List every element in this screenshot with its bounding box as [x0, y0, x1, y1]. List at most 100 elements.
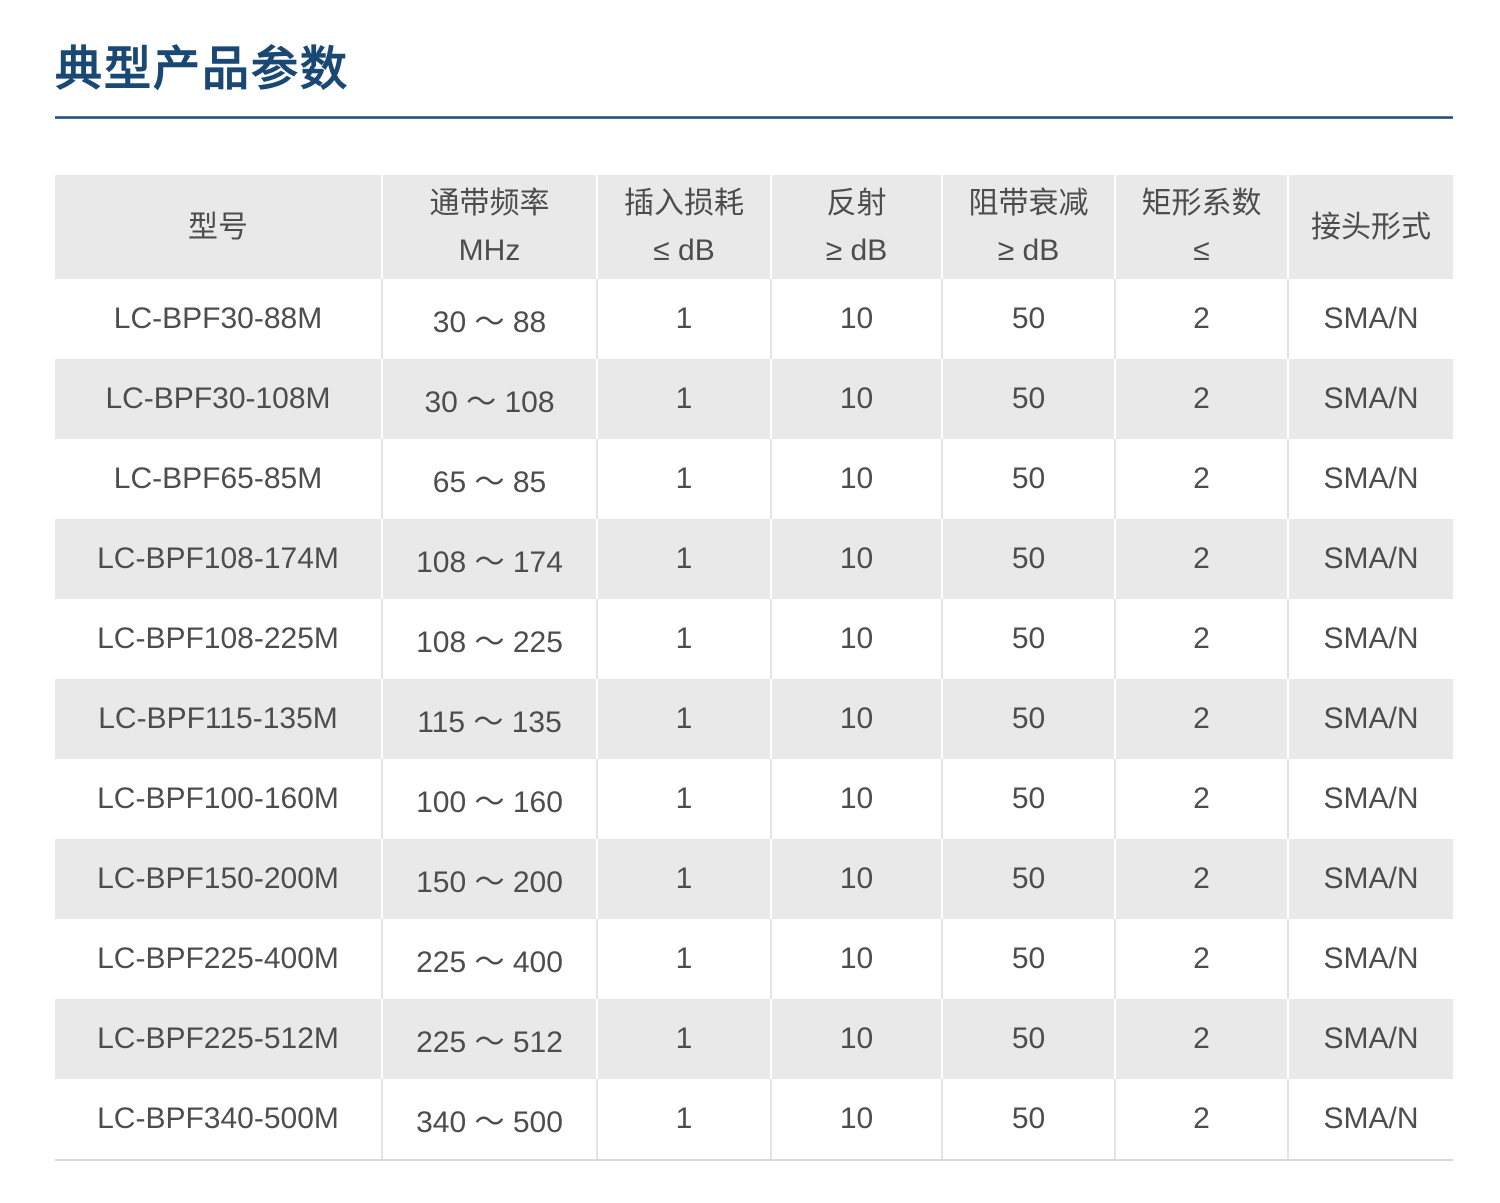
cell-shape-factor: 2 [1114, 279, 1287, 359]
table-row: LC-BPF108-225M 108 ～ 225 1 10 50 2 SMA/N [55, 599, 1453, 679]
cell-connector: SMA/N [1287, 599, 1453, 679]
cell-reflection-db: 10 [770, 599, 941, 679]
cell-insertion-loss-db: 1 [596, 279, 770, 359]
cell-shape-factor: 2 [1114, 999, 1287, 1079]
cell-connector: SMA/N [1287, 679, 1453, 759]
cell-reflection-db: 10 [770, 999, 941, 1079]
cell-connector: SMA/N [1287, 839, 1453, 919]
table-row: LC-BPF100-160M 100 ～ 160 1 10 50 2 SMA/N [55, 759, 1453, 839]
cell-insertion-loss-db: 1 [596, 919, 770, 999]
col-header-sublabel: ≥ dB [825, 234, 888, 267]
col-header-sublabel: ≥ dB [997, 234, 1060, 267]
cell-passband-mhz: 108 ～ 225 [381, 599, 596, 679]
cell-model: LC-BPF340-500M [55, 1079, 381, 1159]
cell-connector: SMA/N [1287, 1079, 1453, 1159]
cell-reflection-db: 10 [770, 919, 941, 999]
col-header-label: 反射 [826, 187, 887, 220]
cell-insertion-loss-db: 1 [596, 519, 770, 599]
cell-stopband-atten-db: 50 [941, 839, 1114, 919]
cell-stopband-atten-db: 50 [941, 279, 1114, 359]
cell-passband-mhz: 100 ～ 160 [381, 759, 596, 839]
title-underline-rule [55, 116, 1453, 119]
col-header-label: 型号 [188, 210, 248, 244]
table-row: LC-BPF225-400M 225 ～ 400 1 10 50 2 SMA/N [55, 919, 1453, 999]
cell-stopband-atten-db: 50 [941, 1079, 1114, 1159]
col-header-label: 通带频率 [429, 187, 550, 220]
cell-stopband-atten-db: 50 [941, 519, 1114, 599]
cell-stopband-atten-db: 50 [941, 439, 1114, 519]
cell-model: LC-BPF225-400M [55, 919, 381, 999]
cell-insertion-loss-db: 1 [596, 759, 770, 839]
cell-connector: SMA/N [1287, 279, 1453, 359]
cell-reflection-db: 10 [770, 359, 941, 439]
cell-shape-factor: 2 [1114, 599, 1287, 679]
table-header: 型号 通带频率 MHz 插入损耗 ≤ dB 反射 ≥ dB 阻带衰减 ≥ [55, 175, 1453, 279]
cell-passband-mhz: 225 ～ 512 [381, 999, 596, 1079]
col-header-sublabel: MHz [458, 234, 521, 267]
cell-stopband-atten-db: 50 [941, 599, 1114, 679]
col-header-sublabel: ≤ dB [653, 234, 715, 267]
col-header-label: 矩形系数 [1141, 187, 1262, 220]
cell-model: LC-BPF115-135M [55, 679, 381, 759]
cell-connector: SMA/N [1287, 439, 1453, 519]
col-header-insertion-loss: 插入损耗 ≤ dB [596, 175, 770, 279]
cell-connector: SMA/N [1287, 759, 1453, 839]
table-row: LC-BPF150-200M 150 ～ 200 1 10 50 2 SMA/N [55, 839, 1453, 919]
cell-model: LC-BPF100-160M [55, 759, 381, 839]
table-row: LC-BPF225-512M 225 ～ 512 1 10 50 2 SMA/N [55, 999, 1453, 1079]
cell-insertion-loss-db: 1 [596, 839, 770, 919]
cell-insertion-loss-db: 1 [596, 439, 770, 519]
col-header-label: 阻带衰减 [968, 187, 1089, 220]
cell-model: LC-BPF30-88M [55, 279, 381, 359]
cell-insertion-loss-db: 1 [596, 679, 770, 759]
cell-passband-mhz: 30 ～ 88 [381, 279, 596, 359]
cell-shape-factor: 2 [1114, 359, 1287, 439]
cell-insertion-loss-db: 1 [596, 599, 770, 679]
cell-reflection-db: 10 [770, 519, 941, 599]
cell-stopband-atten-db: 50 [941, 999, 1114, 1079]
cell-reflection-db: 10 [770, 839, 941, 919]
col-header-passband: 通带频率 MHz [381, 175, 596, 279]
cell-passband-mhz: 340 ～ 500 [381, 1079, 596, 1159]
cell-model: LC-BPF225-512M [55, 999, 381, 1079]
cell-reflection-db: 10 [770, 279, 941, 359]
cell-passband-mhz: 150 ～ 200 [381, 839, 596, 919]
cell-model: LC-BPF30-108M [55, 359, 381, 439]
cell-stopband-atten-db: 50 [941, 359, 1114, 439]
cell-connector: SMA/N [1287, 999, 1453, 1079]
table-row: LC-BPF30-108M 30 ～ 108 1 10 50 2 SMA/N [55, 359, 1453, 439]
cell-connector: SMA/N [1287, 519, 1453, 599]
col-header-sublabel: ≤ [1193, 234, 1210, 267]
page-content: 典型产品参数 型号 通带频率 MHz 插入损耗 [55, 0, 1453, 1161]
cell-shape-factor: 2 [1114, 679, 1287, 759]
table-row: LC-BPF30-88M 30 ～ 88 1 10 50 2 SMA/N [55, 279, 1453, 359]
table-row: LC-BPF65-85M 65 ～ 85 1 10 50 2 SMA/N [55, 439, 1453, 519]
cell-stopband-atten-db: 50 [941, 759, 1114, 839]
page-title: 典型产品参数 [55, 42, 349, 95]
cell-shape-factor: 2 [1114, 839, 1287, 919]
table-row: LC-BPF115-135M 115 ～ 135 1 10 50 2 SMA/N [55, 679, 1453, 759]
col-header-reflection: 反射 ≥ dB [770, 175, 941, 279]
col-header-connector: 接头形式 [1287, 175, 1453, 279]
cell-shape-factor: 2 [1114, 1079, 1287, 1159]
col-header-shape-factor: 矩形系数 ≤ [1114, 175, 1287, 279]
cell-model: LC-BPF65-85M [55, 439, 381, 519]
cell-insertion-loss-db: 1 [596, 999, 770, 1079]
table-row: LC-BPF340-500M 340 ～ 500 1 10 50 2 SMA/N [55, 1079, 1453, 1159]
header-row: 型号 通带频率 MHz 插入损耗 ≤ dB 反射 ≥ dB 阻带衰减 ≥ [55, 175, 1453, 279]
cell-insertion-loss-db: 1 [596, 359, 770, 439]
cell-stopband-atten-db: 50 [941, 679, 1114, 759]
cell-reflection-db: 10 [770, 439, 941, 519]
col-header-label: 插入损耗 [624, 187, 744, 220]
col-header-model: 型号 [55, 175, 381, 279]
cell-shape-factor: 2 [1114, 919, 1287, 999]
cell-passband-mhz: 65 ～ 85 [381, 439, 596, 519]
table-body: LC-BPF30-88M 30 ～ 88 1 10 50 2 SMA/N LC-BPF30-1… [55, 279, 1453, 1159]
cell-model: LC-BPF108-225M [55, 599, 381, 679]
cell-shape-factor: 2 [1114, 759, 1287, 839]
cell-connector: SMA/N [1287, 919, 1453, 999]
cell-passband-mhz: 30 ～ 108 [381, 359, 596, 439]
cell-reflection-db: 10 [770, 759, 941, 839]
cell-passband-mhz: 225 ～ 400 [381, 919, 596, 999]
cell-shape-factor: 2 [1114, 519, 1287, 599]
